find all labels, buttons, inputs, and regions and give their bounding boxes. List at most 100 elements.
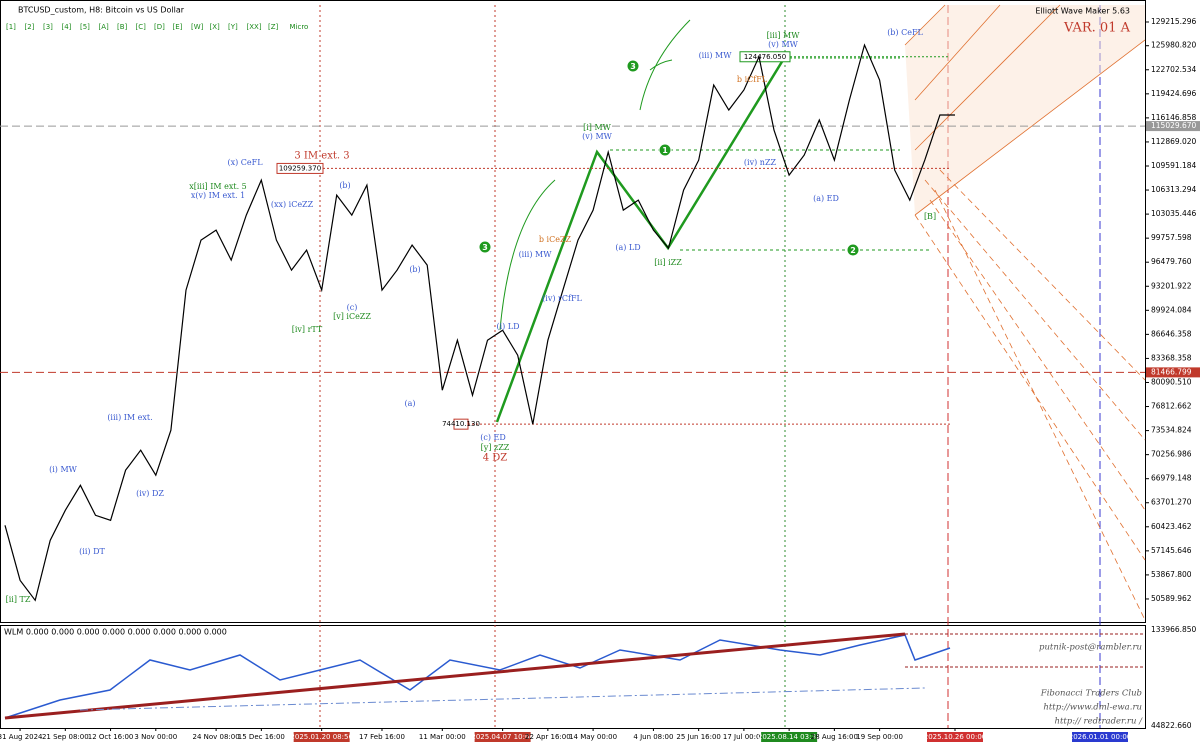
- toolbar-item: [C]: [136, 23, 147, 31]
- x-tick-label: 2025.01.20 08:56: [290, 733, 353, 741]
- x-tick-label: 21 Sep 08:00: [42, 733, 89, 741]
- wave-annotation: (iii) MW: [519, 250, 553, 259]
- wave-annotation: b iCfFL: [737, 75, 768, 84]
- wave-marker-label: 3: [630, 62, 636, 71]
- price-level-box: [1146, 121, 1200, 132]
- indicator-tick-label: 133966.850: [1151, 625, 1197, 634]
- price-box: [453, 418, 469, 430]
- price-pane: [0, 0, 1146, 623]
- toolbar-item: [2]: [25, 23, 35, 31]
- wave-marker: [478, 240, 492, 254]
- wave-annotation: (a) ED: [813, 194, 839, 203]
- future-date: 2026.01.01 00:00: [1069, 733, 1131, 741]
- wave-annotation: [iv] rTT: [292, 325, 323, 334]
- wave-annotation: 3 IM ext. 3: [294, 151, 349, 162]
- wave-annotation: [ii] TZ: [6, 595, 31, 604]
- x-tick-label: 22 Apr 16:00: [525, 733, 571, 741]
- y-tick-label: 63701.270: [1151, 498, 1192, 507]
- toolbar-item: [Y]: [228, 23, 238, 31]
- wave-annotation: (c): [347, 303, 358, 312]
- wave-annotation: (a): [404, 399, 415, 408]
- wave-annotation: (iv) rCfFL: [542, 294, 582, 303]
- toolbar-item: [4]: [62, 23, 72, 31]
- toolbar-item: [B]: [117, 23, 128, 31]
- wave-annotation: x[iii] IM ext. 5: [189, 182, 247, 191]
- y-tick-label: 57145.646: [1151, 546, 1192, 555]
- x-tick-label: 31 Aug 2024: [0, 733, 43, 741]
- indicator-label: WLM 0.000 0.000 0.000 0.000 0.000 0.000 …: [4, 628, 227, 637]
- brace: [639, 19, 691, 111]
- x-label-box: [1072, 732, 1128, 742]
- wave-annotation: (b) CeFL: [887, 28, 923, 37]
- wave-annotation: [v] iCeZZ: [333, 312, 371, 321]
- indicator-pane: [0, 625, 1146, 729]
- indicator-line: [79, 687, 926, 711]
- impulse-line: [495, 59, 785, 423]
- toolbar-item: [D]: [154, 23, 165, 31]
- wave-marker-label: 2: [850, 246, 856, 255]
- indicator-trend: [4, 632, 906, 720]
- y-tick-label: 112869.020: [1151, 137, 1197, 146]
- wave-annotation: [ii] iZZ: [654, 258, 682, 267]
- y-tick-label: 60423.462: [1151, 522, 1192, 531]
- y-tick-label: 73534.824: [1151, 426, 1192, 435]
- x-tick-label: 2025.08.14 03:32: [758, 733, 820, 741]
- toolbar-item: [1]: [6, 23, 16, 31]
- toolbar-item: Micro: [290, 23, 309, 31]
- y-tick-label: 93201.922: [1151, 281, 1192, 290]
- price-box: [739, 51, 791, 63]
- x-tick-label: 15 Dec 16:00: [238, 733, 285, 741]
- wave-annotation: (ii) DT: [79, 547, 105, 556]
- wave-annotation: (b): [409, 265, 420, 274]
- y-tick-label: 80090.510: [1151, 377, 1192, 386]
- x-tick-label: 17 Feb 16:00: [359, 733, 405, 741]
- x-label-box: [474, 732, 531, 742]
- brace: [499, 179, 556, 331]
- y-tick-label: 50589.962: [1151, 594, 1192, 603]
- wave-marker: [626, 59, 640, 73]
- price-box-label: 109259.370: [279, 164, 321, 172]
- wave-annotation: (v) MW: [582, 132, 612, 141]
- wave-marker-label: 3: [482, 243, 488, 252]
- wave-marker: [846, 243, 860, 257]
- toolbar-item: [XX]: [247, 23, 262, 31]
- wave-marker-label: 1: [662, 146, 668, 155]
- y-tick-label: 76812.662: [1151, 402, 1192, 411]
- x-tick-label: 2025.04.07 10:04: [471, 733, 534, 741]
- y-tick-label: 70256.986: [1151, 450, 1192, 459]
- y-tick-label: 66979.148: [1151, 474, 1192, 483]
- x-tick-label: 28 Aug 16:00: [811, 733, 858, 741]
- y-tick-label: 109591.184: [1151, 161, 1197, 170]
- toolbar-item: [Z]: [268, 23, 279, 31]
- wave-annotation: [iii] MW: [767, 31, 801, 40]
- wave-annotation: (iv) DZ: [136, 489, 164, 498]
- x-tick-label: 3 Nov 00:00: [134, 733, 177, 741]
- x-tick-label: 19 Sep 00:00: [856, 733, 903, 741]
- indicator-name: Elliott Wave Maker 5.63: [1035, 7, 1130, 16]
- wave-annotation: b iCeZZ: [539, 235, 572, 244]
- y-tick-label: 106313.294: [1151, 185, 1197, 194]
- credit: Fibonacci Traders Club: [1040, 689, 1142, 699]
- wave-annotation: [y] zZZ: [481, 443, 510, 452]
- toolbar-item: [3]: [43, 23, 53, 31]
- price-level-label: 81466.799: [1151, 367, 1192, 376]
- x-tick-label: 17 Jul 00:00: [723, 733, 765, 741]
- y-tick-label: 119424.696: [1151, 89, 1197, 98]
- toolbar-item: [E]: [173, 23, 183, 31]
- wave-annotation: (iii) IM ext.: [107, 413, 152, 422]
- wave-marker: [658, 143, 672, 157]
- wave-annotation: (iii) MW: [699, 51, 733, 60]
- price-box-label: 124476.050: [744, 53, 786, 61]
- x-tick-label: 14 May 00:00: [569, 733, 617, 741]
- toolbar-item: [A]: [99, 23, 110, 31]
- wave-annotation: [B]: [924, 212, 936, 221]
- y-tick-label: 99757.598: [1151, 233, 1192, 242]
- price-box-label: 74410.130: [442, 420, 480, 428]
- credit: http://www.dml-ewa.ru: [1043, 703, 1142, 713]
- y-tick-label: 89924.084: [1151, 305, 1192, 314]
- indicator-tick-label: 44822.660: [1151, 721, 1192, 730]
- wave-annotation: (c) ED: [480, 433, 506, 442]
- wave-annotation: (v) MW: [768, 40, 798, 49]
- credit: putnik-post@rambler.ru: [1039, 643, 1142, 653]
